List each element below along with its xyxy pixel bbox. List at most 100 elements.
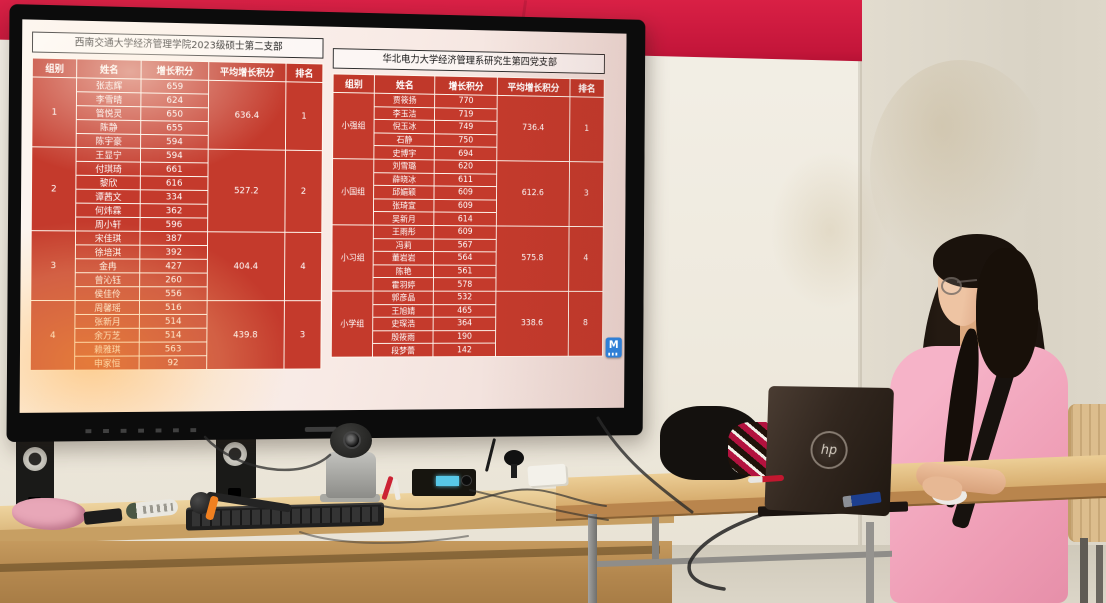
- desk-leg: [866, 522, 874, 603]
- member-name-cell: 周小轩: [75, 217, 141, 232]
- member-name-cell: 冯莉: [373, 238, 434, 252]
- pink-cloth: [12, 498, 86, 530]
- column-header: 排名: [285, 63, 323, 83]
- growth-score-cell: 596: [140, 217, 208, 232]
- growth-score-cell: 620: [434, 159, 497, 174]
- rank-cell: 3: [568, 161, 604, 227]
- member-name-cell: 赖雅琪: [74, 342, 140, 357]
- wall-stain: [770, 150, 890, 310]
- average-score-cell: 612.6: [496, 160, 570, 227]
- interactive-display: 西南交通大学经济管理学院2023级硕士第二支部 组别 姓名 增长积分 平均增长积分 排名…: [6, 4, 646, 443]
- growth-score-cell: 427: [140, 259, 208, 274]
- member-name-cell: 倪玉冰: [374, 119, 435, 134]
- member-name-cell: 金冉: [75, 258, 141, 273]
- column-header: 平均增长积分: [208, 61, 286, 82]
- column-header: 排名: [569, 78, 605, 98]
- growth-score-cell: 563: [139, 341, 207, 356]
- group-label-cell: 小强组: [332, 92, 375, 160]
- table-row: 3 宋佳琪 387 404.4 4: [30, 230, 322, 301]
- m-button-label: M: [608, 338, 619, 351]
- right-table-title: 华北电力大学经济管理系研究生第四党支部: [332, 48, 605, 75]
- member-name-cell: 张新月: [75, 314, 140, 329]
- growth-score-cell: 661: [140, 162, 208, 177]
- maxhub-m-button[interactable]: M: [605, 337, 622, 358]
- member-name-cell: 史博宇: [374, 145, 435, 160]
- rank-cell: 4: [284, 232, 322, 301]
- group-label-cell: 1: [31, 76, 77, 148]
- member-name-cell: 石静: [374, 132, 435, 147]
- wall-corner: [858, 0, 862, 560]
- receiver-knob: [461, 475, 472, 486]
- right-score-table: 组别 姓名 增长积分 平均增长积分 排名 小强组 贾筱扬 770 736.4 1 李玉洁 719 倪玉冰…: [331, 73, 605, 358]
- rank-cell: 2: [284, 150, 323, 233]
- presentation-slide: 西南交通大学经济管理学院2023级硕士第二支部 组别 姓名 增长积分 平均增长积分 排名…: [19, 19, 627, 413]
- growth-score-cell: 532: [433, 291, 496, 305]
- column-header: 增长积分: [434, 75, 498, 96]
- member-name-cell: 刘雪璐: [373, 159, 435, 173]
- camera-base: [320, 494, 380, 502]
- growth-score-cell: 749: [434, 120, 498, 135]
- growth-score-cell: 609: [433, 225, 497, 239]
- average-score-cell: 636.4: [207, 80, 286, 151]
- left-score-board: 西南交通大学经济管理学院2023级硕士第二支部 组别 姓名 增长积分 平均增长积分 排名…: [30, 31, 324, 371]
- member-name-cell: 周馨瑶: [75, 300, 140, 315]
- member-name-cell: 吴新月: [373, 211, 435, 226]
- growth-score-cell: 750: [434, 133, 497, 148]
- average-score-cell: 736.4: [496, 95, 570, 162]
- member-name-cell: 殷筱雨: [372, 330, 434, 344]
- member-name-cell: 宋佳琪: [75, 230, 141, 246]
- column-header: 组别: [32, 57, 77, 78]
- member-name-cell: 余万芝: [74, 328, 140, 343]
- growth-score-cell: 567: [433, 238, 497, 252]
- receiver-display: [436, 476, 459, 486]
- column-header: 姓名: [76, 58, 142, 80]
- member-name-cell: 段梦蕾: [372, 343, 434, 357]
- desk-leg: [588, 514, 597, 603]
- growth-score-cell: 190: [433, 330, 496, 344]
- member-name-cell: 陈宇豪: [76, 133, 142, 149]
- column-header: 姓名: [374, 74, 435, 95]
- member-name-cell: 申家恒: [74, 355, 140, 371]
- tv-bezel-buttons: [85, 428, 202, 434]
- av-receiver: [412, 469, 476, 496]
- growth-score-cell: 655: [141, 120, 208, 136]
- member-name-cell: 王旭婧: [373, 304, 434, 318]
- tissue-papers: [527, 463, 567, 487]
- growth-score-cell: 387: [140, 231, 208, 246]
- growth-score-cell: 362: [140, 203, 208, 219]
- rank-cell: 1: [285, 81, 323, 151]
- member-name-cell: 徐培淇: [75, 244, 141, 260]
- growth-score-cell: 392: [140, 245, 208, 260]
- speaker-cone: [23, 447, 47, 471]
- right-score-board: 华北电力大学经济管理系研究生第四党支部 组别 姓名 增长积分 平均增长积分 排名 小强组贾…: [331, 48, 605, 358]
- growth-score-cell: 364: [433, 317, 496, 331]
- member-name-cell: 管悦灵: [76, 105, 142, 121]
- growth-score-cell: 719: [434, 107, 498, 122]
- desk-leg: [652, 505, 659, 565]
- growth-score-cell: 561: [433, 264, 497, 279]
- member-name-cell: 陈静: [76, 119, 142, 135]
- member-name-cell: 黎欣: [75, 175, 141, 190]
- member-name-cell: 谭茜文: [75, 189, 141, 204]
- group-label-cell: 小习组: [331, 224, 374, 291]
- average-score-cell: 404.4: [206, 231, 285, 301]
- growth-score-cell: 514: [139, 328, 207, 343]
- growth-score-cell: 650: [141, 106, 209, 122]
- chair-leg: [1080, 538, 1088, 603]
- member-name-cell: 郭彦晶: [373, 290, 434, 305]
- average-score-cell: 338.6: [495, 291, 569, 357]
- webcam: [504, 450, 524, 466]
- member-name-cell: 王雨彤: [373, 225, 434, 239]
- member-name-cell: 张志辉: [76, 77, 142, 93]
- growth-score-cell: 334: [140, 189, 208, 205]
- member-name-cell: 董岩岩: [373, 251, 434, 265]
- group-label-cell: 3: [30, 230, 76, 301]
- left-score-table: 组别 姓名 增长积分 平均增长积分 排名 1 张志辉 659 636.4 1 李雪晴 624 管悦灵 65…: [30, 57, 324, 371]
- member-name-cell: 薛晓冰: [373, 172, 435, 187]
- growth-score-cell: 594: [140, 148, 208, 163]
- growth-score-cell: 564: [433, 251, 497, 266]
- camera-lens: [343, 431, 361, 449]
- growth-score-cell: 556: [139, 286, 207, 301]
- average-score-cell: 575.8: [495, 225, 569, 292]
- member-name-cell: 贾筱扬: [374, 93, 435, 108]
